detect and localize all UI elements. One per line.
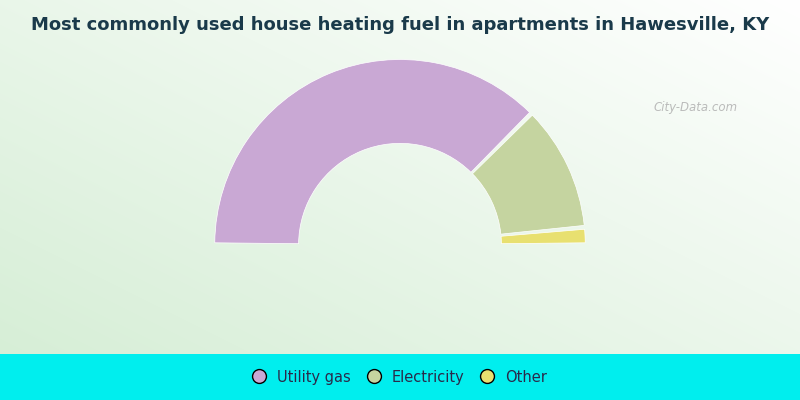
Wedge shape	[214, 60, 530, 244]
Bar	[0, 354, 800, 400]
Wedge shape	[501, 229, 586, 244]
Text: City-Data.com: City-Data.com	[654, 102, 738, 114]
Text: Most commonly used house heating fuel in apartments in Hawesville, KY: Most commonly used house heating fuel in…	[31, 16, 769, 34]
Legend: Utility gas, Electricity, Other: Utility gas, Electricity, Other	[247, 364, 553, 391]
Wedge shape	[473, 115, 584, 234]
